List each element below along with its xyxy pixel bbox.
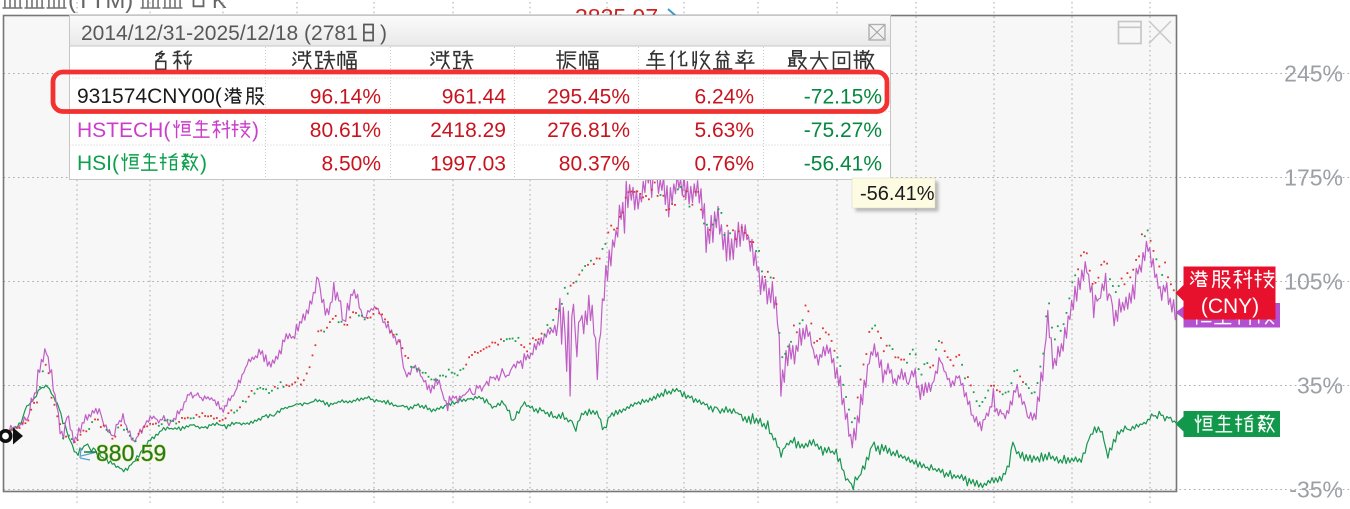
svg-text:35%: 35% (1297, 373, 1343, 399)
svg-text:): ) (380, 22, 387, 45)
svg-text:-72.15%: -72.15% (804, 86, 882, 109)
svg-text:175%: 175% (1284, 165, 1343, 191)
svg-text:880.59: 880.59 (96, 440, 166, 466)
svg-text:931574CNY00(: 931574CNY00( (77, 85, 222, 108)
svg-text:-56.41%: -56.41% (804, 152, 882, 175)
svg-text:): ) (200, 152, 207, 175)
svg-text:105%: 105% (1284, 269, 1343, 295)
svg-text:(TTM): (TTM) (68, 0, 133, 14)
svg-text:): ) (252, 119, 259, 142)
svg-text:-35%: -35% (1289, 477, 1343, 503)
svg-text:K: K (212, 0, 227, 13)
svg-text:961.44: 961.44 (442, 86, 507, 109)
svg-text:1997.03: 1997.03 (430, 152, 506, 175)
svg-text:5.63%: 5.63% (694, 119, 754, 142)
svg-text:8.50%: 8.50% (321, 152, 381, 175)
svg-text:-75.27%: -75.27% (804, 119, 882, 142)
svg-text:276.81%: 276.81% (547, 119, 630, 142)
svg-text:HSI(: HSI( (77, 152, 119, 175)
svg-text:2014/12/31-2025/12/18 (2781: 2014/12/31-2025/12/18 (2781 (81, 22, 358, 45)
svg-text:-56.41%: -56.41% (860, 183, 935, 205)
svg-text:0.76%: 0.76% (694, 152, 754, 175)
svg-text:80.37%: 80.37% (559, 152, 630, 175)
svg-text:(CNY): (CNY) (1201, 295, 1259, 318)
svg-text:6.24%: 6.24% (694, 86, 754, 109)
svg-text:245%: 245% (1284, 61, 1343, 87)
svg-text:295.45%: 295.45% (547, 86, 630, 109)
svg-text:80.61%: 80.61% (310, 119, 381, 142)
svg-text:2418.29: 2418.29 (430, 119, 506, 142)
svg-text:HSTECH(: HSTECH( (77, 119, 170, 142)
svg-text:96.14%: 96.14% (310, 86, 381, 109)
